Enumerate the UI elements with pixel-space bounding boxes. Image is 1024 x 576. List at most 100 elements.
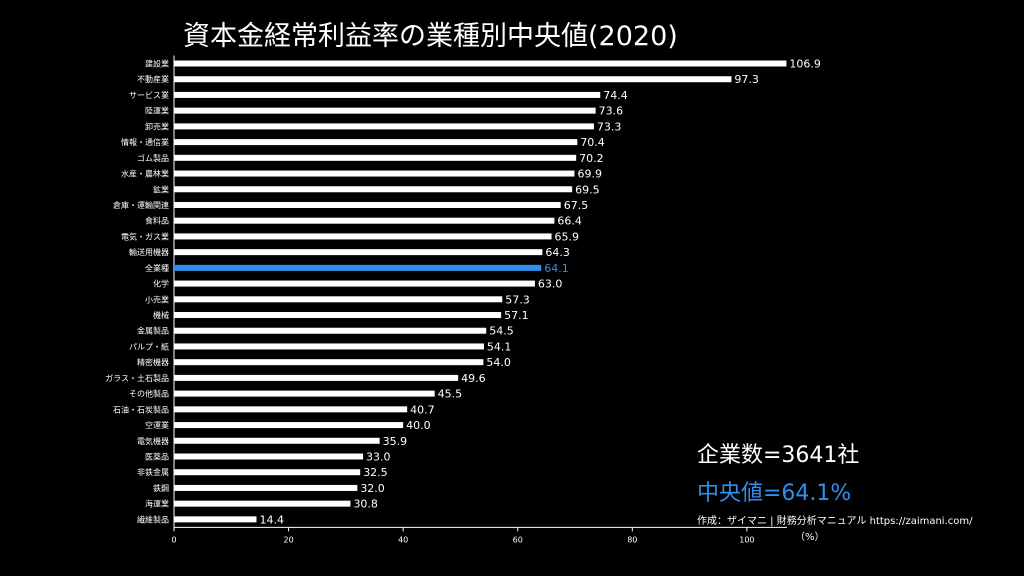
value-label: 33.0 — [366, 451, 391, 464]
value-label: 66.4 — [557, 215, 582, 228]
category-label: サービス業 — [129, 90, 169, 100]
bar — [174, 296, 503, 303]
category-label: 鉄鋼 — [153, 483, 169, 493]
value-label: 14.4 — [259, 513, 284, 526]
bar — [174, 312, 502, 319]
value-label: 106.9 — [789, 58, 821, 71]
value-label: 57.1 — [504, 309, 528, 322]
category-label: 非鉄金属 — [137, 467, 169, 477]
category-label: 鉱業 — [153, 184, 169, 194]
value-label: 67.5 — [564, 199, 589, 212]
category-label: パルプ・紙 — [129, 341, 169, 351]
value-label: 54.1 — [487, 340, 512, 353]
chart-title: 資本金経常利益率の業種別中央値(2020) — [183, 21, 678, 52]
bar — [174, 500, 351, 507]
value-label: 64.1 — [544, 262, 569, 275]
bar — [174, 406, 408, 413]
bar — [174, 139, 578, 146]
category-label: 卸売業 — [145, 121, 169, 131]
category-label: 空運業 — [145, 420, 169, 430]
x-tick-label: 0 — [171, 535, 176, 544]
bar — [174, 343, 484, 350]
x-tick-label: 60 — [513, 535, 523, 544]
category-label: 繊維製品 — [137, 514, 169, 524]
category-label: 全業種 — [145, 263, 169, 273]
category-label: ガラス・土石製品 — [105, 373, 169, 383]
value-label: 73.3 — [597, 120, 622, 133]
value-label: 35.9 — [383, 435, 408, 448]
bar — [174, 217, 555, 224]
category-label: 電気・ガス業 — [121, 231, 169, 241]
category-label: 石油・石炭製品 — [113, 404, 169, 414]
value-label: 57.3 — [505, 293, 530, 306]
bar — [174, 76, 732, 83]
category-label: 倉庫・運輸関連 — [113, 200, 169, 210]
value-label: 74.4 — [603, 89, 628, 102]
bar — [174, 123, 594, 130]
bar — [174, 280, 535, 287]
category-label: 精密機器 — [137, 357, 169, 367]
x-tick-label: 20 — [283, 535, 293, 544]
bar — [174, 249, 543, 256]
value-label: 32.0 — [360, 482, 385, 495]
bar — [174, 154, 577, 161]
bar — [174, 422, 404, 429]
bar — [174, 437, 380, 444]
value-label: 54.5 — [489, 325, 514, 338]
value-label: 73.6 — [599, 105, 624, 118]
bar — [174, 453, 364, 460]
category-label: ゴム製品 — [137, 153, 169, 163]
median-value: 中央値=64.1% — [697, 481, 852, 506]
category-label: 不動産業 — [137, 74, 169, 84]
source-credit: 作成：ザイマニ | 財務分析マニュアル https://zaimani.com/ — [697, 516, 973, 527]
bar — [174, 170, 575, 177]
bar — [174, 107, 596, 114]
category-label: 医薬品 — [145, 452, 169, 462]
category-label: 小売業 — [145, 294, 169, 304]
value-label: 32.5 — [363, 466, 388, 479]
bar — [174, 327, 487, 334]
bar — [174, 374, 459, 381]
bar — [174, 201, 561, 208]
category-label: 情報・通信業 — [121, 137, 169, 147]
category-label: 陸運業 — [145, 106, 169, 116]
x-tick-label: 100 — [739, 535, 754, 544]
bar — [174, 469, 361, 476]
x-tick-label: 40 — [398, 535, 408, 544]
bar — [174, 186, 573, 193]
category-label: 電気機器 — [137, 436, 169, 446]
category-label: 建設業 — [145, 59, 169, 69]
category-label: 機械 — [153, 310, 169, 320]
category-label: 化学 — [153, 279, 169, 289]
bar — [174, 390, 435, 397]
value-label: 70.2 — [579, 152, 604, 165]
value-label: 70.4 — [580, 136, 605, 149]
value-label: 63.0 — [538, 278, 563, 291]
bar — [174, 233, 552, 240]
value-label: 69.5 — [575, 183, 600, 196]
category-label: 金属製品 — [137, 326, 169, 336]
bar — [174, 359, 484, 366]
value-label: 40.7 — [410, 403, 435, 416]
category-label: 食料品 — [145, 216, 169, 226]
category-label: その他製品 — [129, 389, 169, 399]
x-axis-unit: （%） — [795, 532, 825, 543]
company-count: 企業数=3641社 — [697, 443, 860, 468]
bar — [174, 264, 542, 271]
value-label: 45.5 — [438, 388, 463, 401]
bar — [174, 60, 787, 67]
value-label: 49.6 — [461, 372, 486, 385]
category-label: 輸送用機器 — [129, 247, 169, 257]
category-label: 水産・農林業 — [121, 169, 169, 179]
value-label: 69.9 — [577, 168, 602, 181]
category-label: 海運業 — [145, 499, 169, 509]
value-label: 54.0 — [486, 356, 511, 369]
value-label: 65.9 — [555, 230, 580, 243]
bar — [174, 516, 257, 523]
bar — [174, 484, 358, 491]
value-label: 97.3 — [734, 73, 759, 86]
value-label: 40.0 — [406, 419, 431, 432]
bar — [174, 91, 601, 98]
value-label: 64.3 — [545, 246, 570, 259]
